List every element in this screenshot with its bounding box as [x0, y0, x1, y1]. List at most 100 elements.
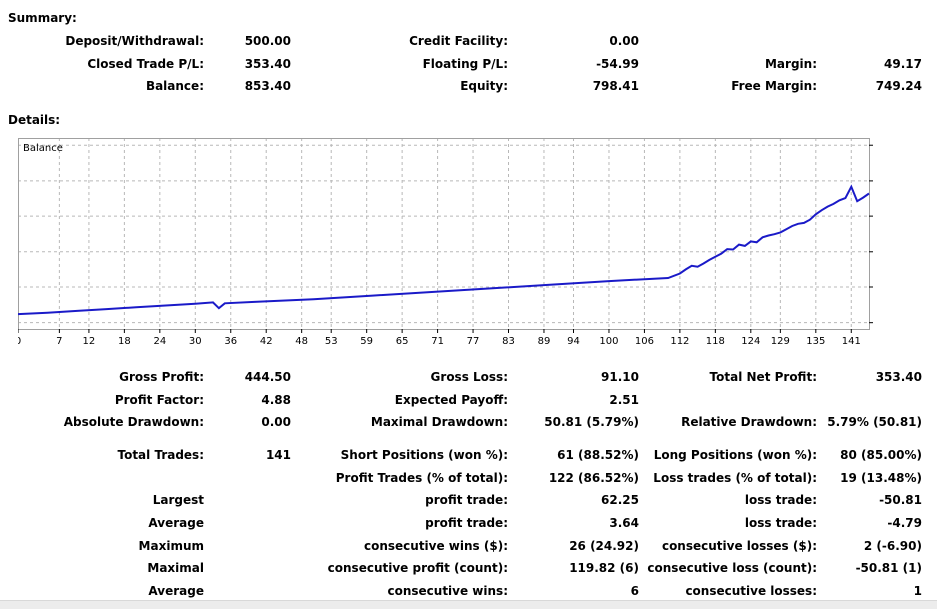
detail-label-1: Total Trades:	[117, 448, 204, 462]
detail-value-3: -50.81	[879, 493, 922, 507]
detail-label-1: Absolute Drawdown:	[63, 415, 204, 429]
detail-value-2: 91.10	[601, 370, 639, 384]
detail-value-1: 444.50	[244, 370, 291, 384]
detail-label-3: Loss trades (% of total):	[653, 471, 817, 485]
detail-label-3: consecutive losses ($):	[661, 539, 817, 553]
x-tick-label: 30	[189, 336, 202, 347]
detail-value-2: 2.51	[609, 393, 639, 407]
equity-value: 798.41	[592, 79, 639, 93]
credit-value: 0.00	[609, 34, 639, 48]
detail-value-3: -4.79	[887, 516, 922, 530]
deposit-value: 500.00	[244, 34, 291, 48]
detail-label-2: Maximal Drawdown:	[370, 415, 508, 429]
free-margin-value: 749.24	[875, 79, 922, 93]
detail-label-2: consecutive wins:	[387, 584, 508, 598]
x-tick-label: 141	[842, 336, 861, 347]
margin-label: Margin:	[764, 57, 817, 71]
detail-value-3: 1	[913, 584, 922, 598]
detail-label-3: loss trade:	[744, 516, 817, 530]
detail-value-3: -50.81 (1)	[855, 561, 922, 575]
x-tick-label: 71	[431, 336, 444, 347]
detail-label-3: Relative Drawdown:	[681, 415, 817, 429]
balance-value: 853.40	[244, 79, 291, 93]
x-tick-label: 77	[467, 336, 480, 347]
detail-value-2: 26 (24.92)	[569, 539, 639, 553]
detail-value-2: 61 (88.52%)	[557, 448, 639, 462]
x-tick-label: 94	[567, 336, 580, 347]
detail-label-2: profit trade:	[425, 493, 508, 507]
series-layer	[18, 184, 870, 316]
free-margin-label: Free Margin:	[731, 79, 817, 93]
detail-value-3: 353.40	[875, 370, 922, 384]
closed-pl-label: Closed Trade P/L:	[87, 57, 204, 71]
x-tick-label: 106	[635, 336, 654, 347]
detail-value-2: 6	[630, 584, 639, 598]
y-axis: 481560638717795874	[869, 144, 873, 324]
equity-label: Equity:	[460, 79, 508, 93]
x-tick-label: 36	[224, 336, 237, 347]
detail-label-2: consecutive wins ($):	[363, 539, 508, 553]
detail-value-2: 50.81 (5.79%)	[544, 415, 639, 429]
x-tick-label: 12	[83, 336, 96, 347]
detail-label-2: profit trade:	[425, 516, 508, 530]
detail-label-1: Maximum	[138, 539, 204, 553]
detail-value-2: 3.64	[609, 516, 639, 530]
detail-value-3: 80 (85.00%)	[840, 448, 922, 462]
x-tick-label: 59	[360, 336, 373, 347]
x-tick-label: 42	[260, 336, 273, 347]
chart-grid	[18, 138, 869, 329]
detail-label-1: Gross Profit:	[119, 370, 204, 384]
detail-value-3: 19 (13.48%)	[840, 471, 922, 485]
detail-label-3: loss trade:	[744, 493, 817, 507]
detail-label-1: Profit Factor:	[114, 393, 204, 407]
margin-value: 49.17	[884, 57, 922, 71]
credit-label: Credit Facility:	[409, 34, 508, 48]
x-tick-label: 118	[706, 336, 725, 347]
balance-chart: 481560638717795874 0 7 12 18 24 30 36 42 48 53 59 6…	[18, 138, 873, 347]
floating-pl-label: Floating P/L:	[422, 57, 508, 71]
detail-label-2: Gross Loss:	[430, 370, 508, 384]
detail-label-2: Expected Payoff:	[394, 393, 508, 407]
bottom-scroll-strip	[0, 600, 937, 609]
details-title: Details:	[8, 113, 61, 127]
x-tick-label: 24	[153, 336, 166, 347]
detail-value-2: 62.25	[601, 493, 639, 507]
x-tick-label: 48	[295, 336, 308, 347]
detail-label-1: Largest	[152, 493, 204, 507]
detail-label-2: Profit Trades (% of total):	[335, 471, 508, 485]
detail-label-3: consecutive loss (count):	[647, 561, 817, 575]
detail-label-1: Maximal	[147, 561, 204, 575]
x-tick-label: 100	[599, 336, 618, 347]
chart-legend: Balance	[23, 143, 63, 154]
detail-label-3: consecutive losses:	[685, 584, 817, 598]
x-tick-label: 7	[56, 336, 62, 347]
floating-pl-value: -54.99	[596, 57, 639, 71]
x-tick-label: 18	[118, 336, 131, 347]
x-tick-label: 89	[538, 336, 551, 347]
x-tick-label: 65	[396, 336, 409, 347]
detail-value-1: 4.88	[261, 393, 291, 407]
detail-value-2: 122 (86.52%)	[548, 471, 639, 485]
summary-title: Summary:	[8, 11, 77, 25]
deposit-label: Deposit/Withdrawal:	[65, 34, 204, 48]
x-tick-label: 0	[18, 336, 21, 347]
x-tick-label: 83	[502, 336, 515, 347]
detail-label-1: Average	[148, 584, 204, 598]
detail-label-3: Long Positions (won %):	[653, 448, 817, 462]
x-tick-label: 124	[741, 336, 760, 347]
detail-value-3: 2 (-6.90)	[863, 539, 922, 553]
x-tick-label: 135	[806, 336, 825, 347]
x-tick-label: 53	[325, 336, 338, 347]
x-tick-label: 129	[771, 336, 790, 347]
detail-label-1: Average	[148, 516, 204, 530]
detail-value-3: 5.79% (50.81)	[827, 415, 922, 429]
detail-value-2: 119.82 (6)	[569, 561, 639, 575]
balance-series-line	[18, 184, 870, 316]
detail-label-2: Short Positions (won %):	[340, 448, 508, 462]
closed-pl-value: 353.40	[244, 57, 291, 71]
detail-label-3: Total Net Profit:	[709, 370, 817, 384]
balance-label: Balance:	[145, 79, 204, 93]
detail-value-1: 141	[265, 448, 291, 462]
x-axis: 0 7 12 18 24 30 36 42 48 53 59 65 71 77 83 89 94 100 106 11…	[18, 329, 861, 347]
detail-value-1: 0.00	[261, 415, 291, 429]
